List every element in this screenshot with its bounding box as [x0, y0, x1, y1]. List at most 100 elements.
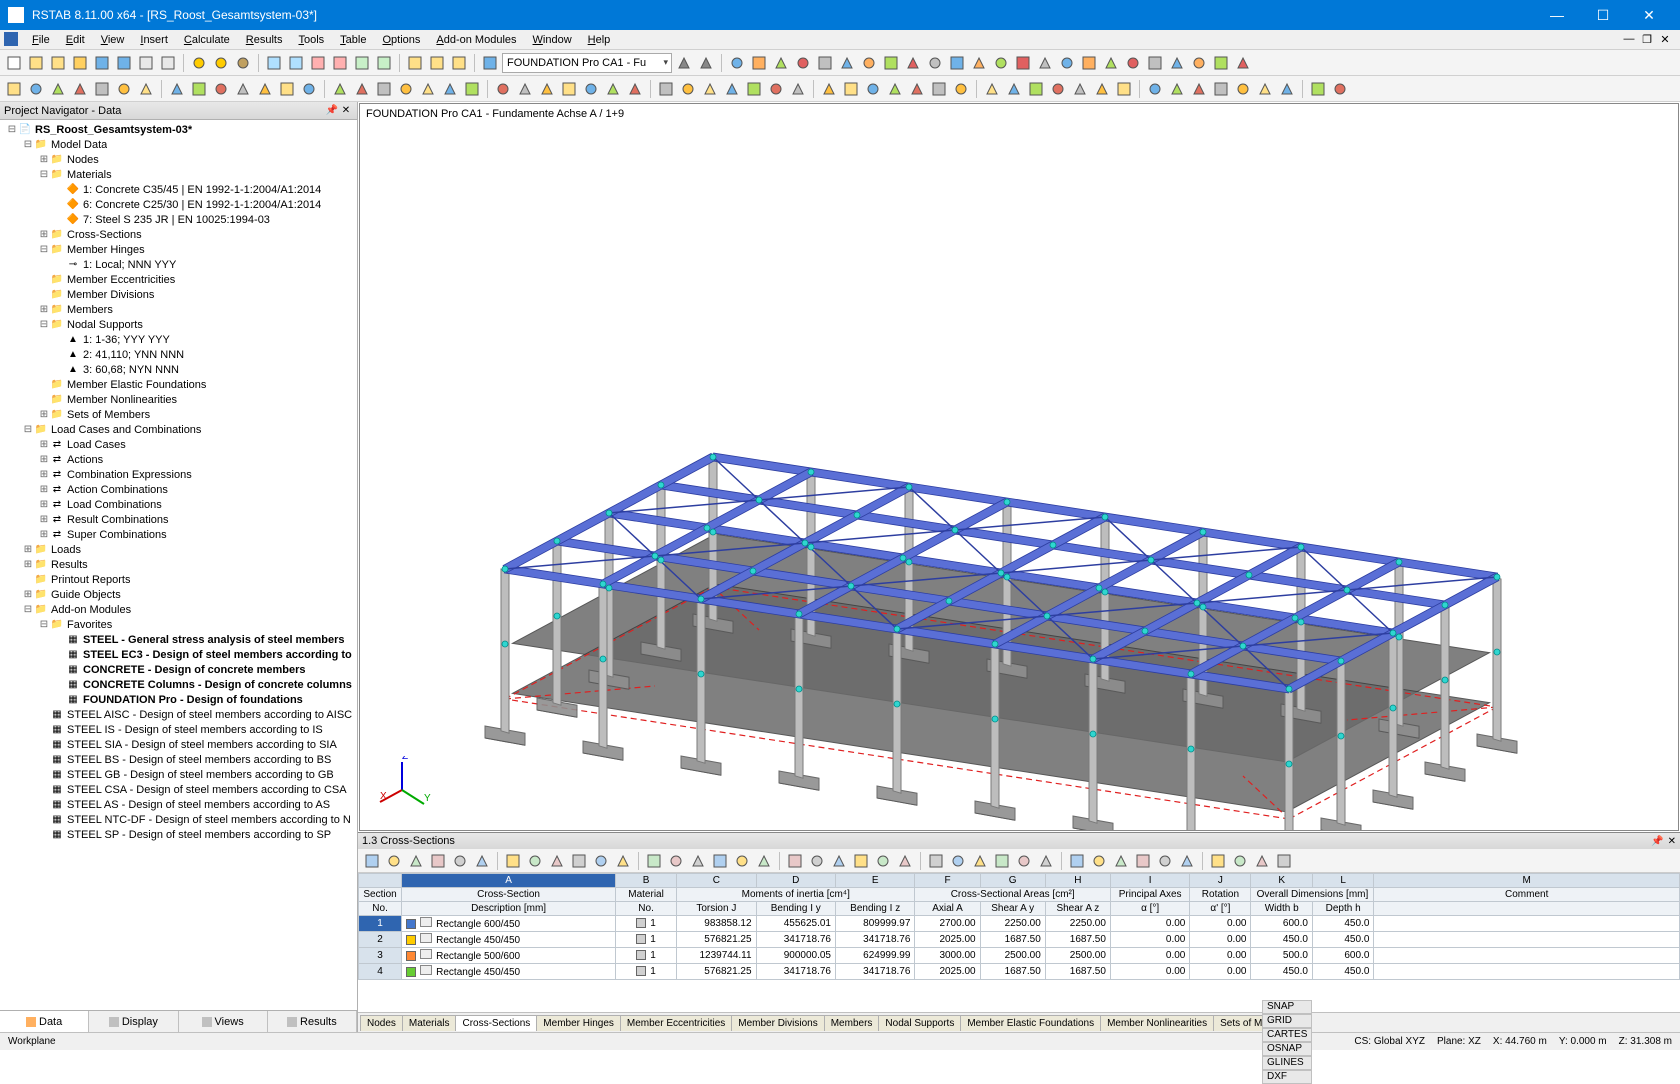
mdi-minimize-button[interactable]: —	[1622, 33, 1636, 46]
tb1-misc-9[interactable]	[925, 53, 945, 73]
tb1-misc-1[interactable]	[749, 53, 769, 73]
tb2-btn-30[interactable]	[700, 79, 720, 99]
tb2-btn-23[interactable]	[537, 79, 557, 99]
expand-icon[interactable]: ⊞	[38, 454, 50, 465]
bp-tb-btn-36[interactable]	[1208, 851, 1228, 871]
expand-icon[interactable]: ⊞	[22, 559, 34, 570]
tb2-btn-51[interactable]	[1189, 79, 1209, 99]
tb1-misc-19[interactable]	[1145, 53, 1165, 73]
tree-node[interactable]: ▲1: 1-36; YYY YYY	[0, 332, 357, 347]
tb2-btn-55[interactable]	[1277, 79, 1297, 99]
tb1-edit-3[interactable]	[330, 53, 350, 73]
tree-node[interactable]: ⊞⇄Actions	[0, 452, 357, 467]
tree-node[interactable]: 🔶1: Concrete C35/45 | EN 1992-1-1:2004/A…	[0, 182, 357, 197]
collapse-icon[interactable]: ⊟	[22, 139, 34, 150]
bp-tb-btn-38[interactable]	[1252, 851, 1272, 871]
status-toggle-snap[interactable]: SNAP	[1262, 1000, 1312, 1014]
bottom-panel-close-icon[interactable]: ✕	[1668, 836, 1676, 847]
tb2-btn-42[interactable]	[982, 79, 1002, 99]
col-letter[interactable]: A	[402, 874, 616, 888]
menu-window[interactable]: Window	[525, 32, 580, 48]
tree-node[interactable]: ⊞📁Results	[0, 557, 357, 572]
menu-options[interactable]: Options	[374, 32, 428, 48]
tree-node[interactable]: ⊞📁Cross-Sections	[0, 227, 357, 242]
window-close-button[interactable]: ✕	[1626, 0, 1672, 30]
tb2-btn-3[interactable]	[70, 79, 90, 99]
bp-tb-btn-15[interactable]	[710, 851, 730, 871]
table-tab-member-eccentricities[interactable]: Member Eccentricities	[620, 1015, 732, 1031]
tb2-btn-46[interactable]	[1070, 79, 1090, 99]
bp-tb-btn-21[interactable]	[851, 851, 871, 871]
tree-node[interactable]: ⊟📁Member Hinges	[0, 242, 357, 257]
tb1-misc-23[interactable]	[1233, 53, 1253, 73]
tree-node[interactable]: ⊞⇄Result Combinations	[0, 512, 357, 527]
bp-tb-btn-12[interactable]	[644, 851, 664, 871]
tree-node[interactable]: ▦STEEL NTC-DF - Design of steel members …	[0, 812, 357, 827]
bp-tb-btn-10[interactable]	[591, 851, 611, 871]
tree-node[interactable]: ⊞⇄Action Combinations	[0, 482, 357, 497]
tb2-btn-27[interactable]	[625, 79, 645, 99]
tb2-btn-53[interactable]	[1233, 79, 1253, 99]
tb2-btn-45[interactable]	[1048, 79, 1068, 99]
nav-tab-views[interactable]: Views	[179, 1011, 268, 1032]
bp-tb-btn-1[interactable]	[384, 851, 404, 871]
tb1-misc-21[interactable]	[1189, 53, 1209, 73]
tb2-btn-35[interactable]	[819, 79, 839, 99]
menu-calculate[interactable]: Calculate	[176, 32, 238, 48]
col-letter[interactable]: C	[677, 874, 756, 888]
tb2-btn-48[interactable]	[1114, 79, 1134, 99]
nav-tab-data[interactable]: Data	[0, 1011, 89, 1032]
tb2-btn-17[interactable]	[396, 79, 416, 99]
tb1-nav-1[interactable]	[696, 53, 716, 73]
collapse-icon[interactable]: ⊟	[22, 424, 34, 435]
3d-viewport[interactable]: FOUNDATION Pro CA1 - Fundamente Achse A …	[359, 103, 1679, 831]
tree-node[interactable]: ⊞⇄Super Combinations	[0, 527, 357, 542]
tb2-btn-56[interactable]	[1308, 79, 1328, 99]
bp-tb-btn-17[interactable]	[754, 851, 774, 871]
window-minimize-button[interactable]: —	[1534, 0, 1580, 30]
tb2-btn-41[interactable]	[951, 79, 971, 99]
bp-tb-btn-14[interactable]	[688, 851, 708, 871]
app-menu-icon[interactable]	[4, 32, 20, 48]
tb2-btn-15[interactable]	[352, 79, 372, 99]
tree-node[interactable]: 📁Member Elastic Foundations	[0, 377, 357, 392]
expand-icon[interactable]: ⊞	[38, 154, 50, 165]
tb2-btn-6[interactable]	[136, 79, 156, 99]
mdi-close-button[interactable]: ✕	[1658, 33, 1672, 46]
menu-tools[interactable]: Tools	[290, 32, 332, 48]
tb1-misc-2[interactable]	[771, 53, 791, 73]
tb1-btn-6[interactable]	[136, 53, 156, 73]
tb2-btn-24[interactable]	[559, 79, 579, 99]
expand-icon[interactable]: ⊞	[38, 529, 50, 540]
bp-tb-btn-22[interactable]	[873, 851, 893, 871]
tb2-btn-18[interactable]	[418, 79, 438, 99]
bp-tb-btn-32[interactable]	[1111, 851, 1131, 871]
expand-icon[interactable]: ⊞	[22, 589, 34, 600]
tb1-misc-13[interactable]	[1013, 53, 1033, 73]
tb1-misc-0[interactable]	[727, 53, 747, 73]
tb1-view-1[interactable]	[427, 53, 447, 73]
col-letter[interactable]: B	[616, 874, 677, 888]
col-letter[interactable]: I	[1110, 874, 1189, 888]
tree-node[interactable]: ⊞⇄Load Cases	[0, 437, 357, 452]
table-row[interactable]: 4Rectangle 450/4501576821.25341718.76341…	[359, 964, 1680, 980]
expand-icon[interactable]: ⊞	[38, 409, 50, 420]
col-letter[interactable]	[359, 874, 402, 888]
bp-tb-btn-27[interactable]	[992, 851, 1012, 871]
bp-tb-btn-19[interactable]	[807, 851, 827, 871]
tb1-misc-16[interactable]	[1079, 53, 1099, 73]
bp-tb-btn-2[interactable]	[406, 851, 426, 871]
tb1-misc-7[interactable]	[881, 53, 901, 73]
tb2-btn-40[interactable]	[929, 79, 949, 99]
tb2-btn-49[interactable]	[1145, 79, 1165, 99]
expand-icon[interactable]: ⊞	[38, 484, 50, 495]
tb1-misc-15[interactable]	[1057, 53, 1077, 73]
bp-tb-btn-24[interactable]	[926, 851, 946, 871]
tb2-btn-54[interactable]	[1255, 79, 1275, 99]
tb2-btn-11[interactable]	[255, 79, 275, 99]
tree-node[interactable]: ▦STEEL - General stress analysis of stee…	[0, 632, 357, 647]
tree-node[interactable]: ⊞📁Nodes	[0, 152, 357, 167]
tb2-btn-29[interactable]	[678, 79, 698, 99]
menu-file[interactable]: File	[24, 32, 58, 48]
bp-tb-btn-7[interactable]	[525, 851, 545, 871]
